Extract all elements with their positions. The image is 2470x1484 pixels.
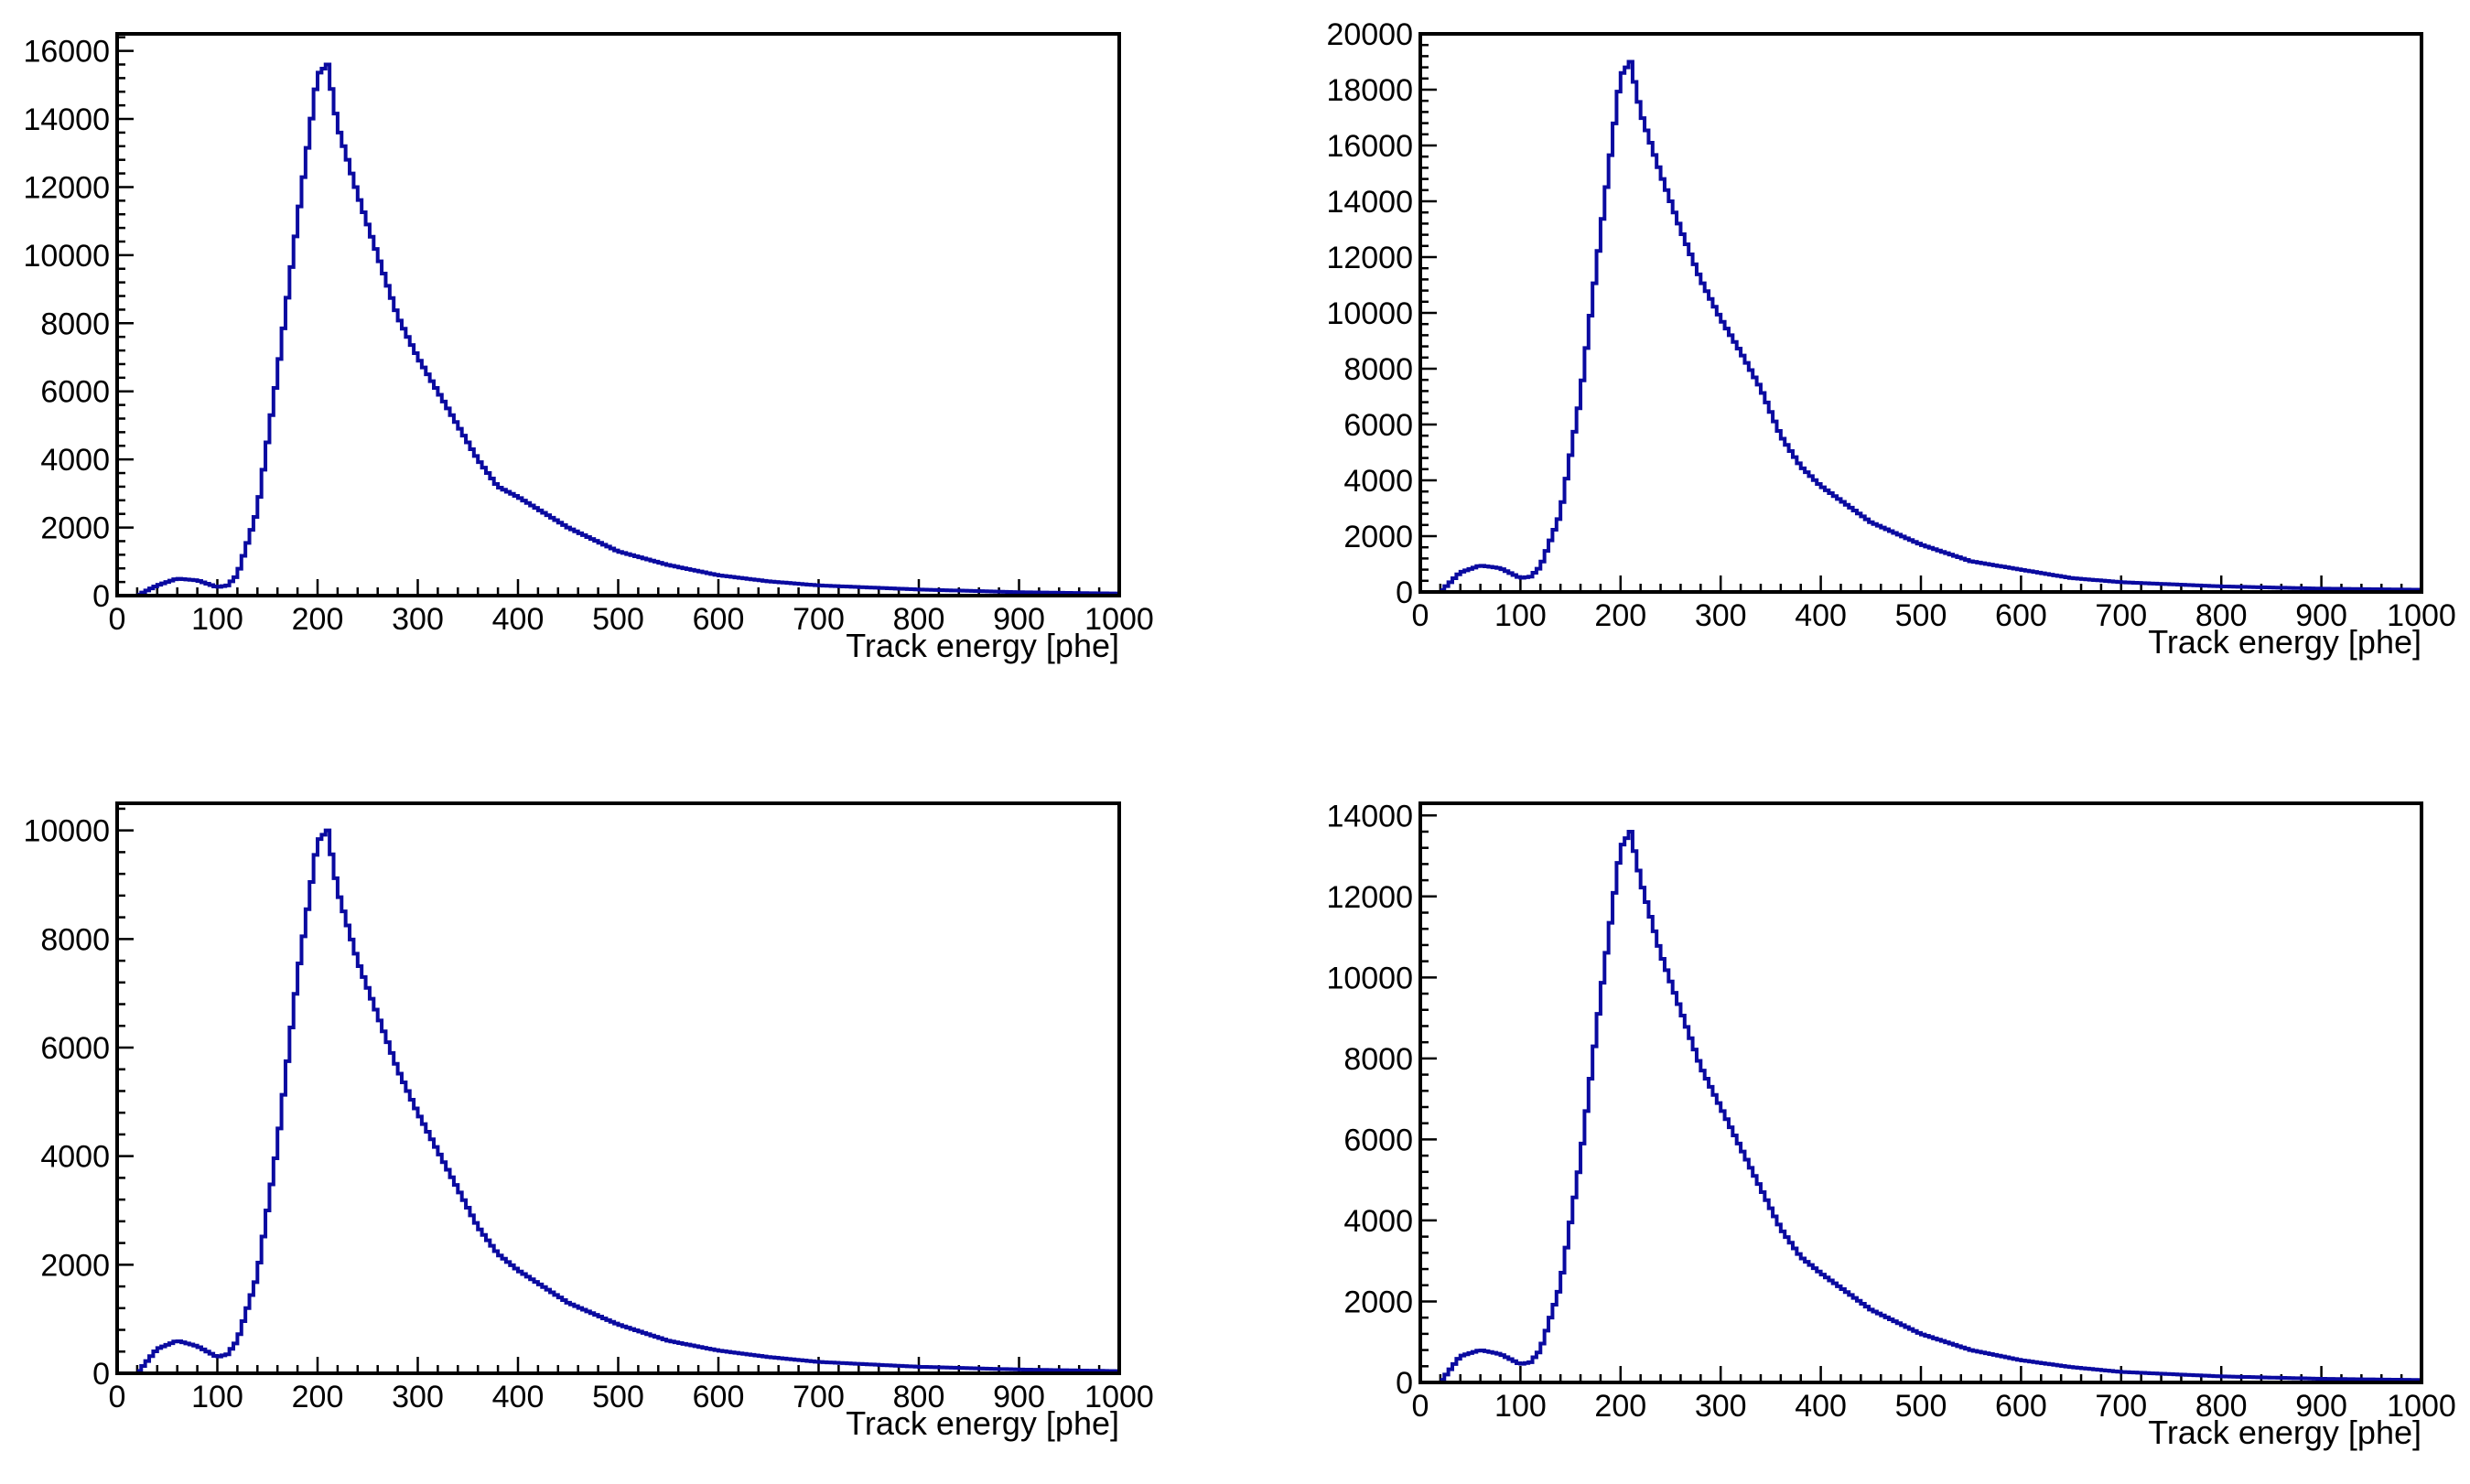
x-tick-label: 900 [2295,1389,2347,1424]
y-tick-label: 2000 [40,1248,110,1283]
y-tick-label: 6000 [40,1031,110,1066]
x-tick-label: 800 [893,602,945,637]
y-tick-label: 0 [92,1357,110,1392]
y-tick-label: 8000 [1343,352,1413,387]
x-tick-label: 300 [1695,1389,1747,1424]
y-tick-label: 12000 [1326,241,1413,275]
x-tick-label: 800 [2195,598,2248,633]
x-tick-label: 1000 [1084,1380,1154,1414]
x-tick-label: 1000 [2387,598,2456,633]
x-tick-label: 1000 [1084,602,1154,637]
y-tick-label: 10000 [1326,296,1413,331]
x-tick-label: 200 [1594,598,1646,633]
y-tick-label: 6000 [1343,408,1413,443]
x-tick-label: 400 [492,602,545,637]
y-tick-label: 16000 [1326,129,1413,164]
x-tick-label: 600 [1995,1389,2047,1424]
y-tick-label: 8000 [1343,1042,1413,1077]
y-tick-label: 0 [1396,575,1413,610]
x-tick-label: 0 [1412,598,1429,633]
x-tick-label: 100 [191,602,243,637]
y-tick-label: 14000 [1326,185,1413,220]
y-tick-label: 4000 [40,1140,110,1175]
y-tick-label: 0 [92,579,110,614]
y-tick-label: 14000 [1326,799,1413,833]
x-tick-label: 600 [693,1380,745,1414]
y-tick-label: 6000 [1343,1123,1413,1157]
y-tick-label: 2000 [40,511,110,546]
x-tick-label: 100 [1494,1389,1547,1424]
x-tick-label: 700 [2095,598,2147,633]
x-tick-label: 600 [1995,598,2047,633]
x-tick-label: 400 [1795,598,1847,633]
x-axis-title: Track energy [phe] [846,1404,1119,1442]
x-tick-label: 300 [392,602,444,637]
y-tick-label: 4000 [1343,464,1413,499]
x-axis-title: Track energy [phe] [2148,1414,2421,1451]
x-tick-label: 900 [993,602,1045,637]
y-tick-label: 14000 [23,102,110,137]
x-tick-label: 400 [492,1380,545,1414]
y-tick-label: 10000 [1326,961,1413,995]
y-tick-label: 0 [1396,1366,1413,1401]
x-axis-title: Track energy [phe] [846,627,1119,664]
histogram-series-line [1440,59,2421,592]
y-tick-label: 12000 [23,170,110,205]
x-tick-label: 900 [993,1380,1045,1414]
y-tick-label: 8000 [40,922,110,957]
chart-panel-bottom-left: 0 100 200 300 400 500 600 700 800 900 1000 0 2000 400… [0,742,1235,1484]
plot-frame [1418,32,2423,594]
plot-frame [115,32,1121,597]
histogram-series-line [136,62,1119,597]
y-tick-label: 4000 [40,443,110,478]
x-tick-label: 500 [592,602,644,637]
x-tick-label: 400 [1795,1389,1847,1424]
x-tick-label: 800 [2195,1389,2248,1424]
x-tick-label: 300 [1695,598,1747,633]
y-tick-label: 16000 [23,35,110,70]
chart-panel-bottom-right: 0 100 200 300 400 500 600 700 800 900 1000 0 2000 400… [1235,742,2470,1484]
x-tick-label: 0 [1412,1389,1429,1424]
x-tick-label: 300 [392,1380,444,1414]
chart-panel-top-left: 0 100 200 300 400 500 600 700 800 900 1000 0 2000 400… [0,0,1235,742]
x-tick-label: 600 [693,602,745,637]
x-tick-label: 0 [109,1380,126,1414]
chart-panel-top-right: 0 100 200 300 400 500 600 700 800 900 1000 0 2000 400… [1235,0,2470,742]
y-tick-label: 18000 [1326,73,1413,108]
y-tick-label: 10000 [23,814,110,849]
histogram-series-line [136,828,1119,1373]
y-tick-label: 8000 [40,306,110,341]
histogram-series-line [1440,829,2421,1382]
x-tick-label: 800 [893,1380,945,1414]
x-tick-label: 0 [109,602,126,637]
histogram-chart: 0 100 200 300 400 500 600 700 800 900 100002000400… [1326,17,2456,661]
x-axis-title: Track energy [phe] [2148,623,2421,661]
y-tick-label: 20000 [1326,17,1413,52]
y-tick-label: 4000 [1343,1204,1413,1239]
y-tick-label: 2000 [1343,1285,1413,1319]
x-tick-label: 700 [793,602,845,637]
histogram-chart: 0 100 200 300 400 500 600 700 800 900 100002000400… [23,801,1154,1442]
x-tick-label: 700 [2095,1389,2147,1424]
y-tick-label: 2000 [1343,520,1413,554]
x-tick-label: 500 [1895,1389,1947,1424]
x-tick-label: 500 [1895,598,1947,633]
x-tick-label: 100 [191,1380,243,1414]
x-tick-label: 200 [292,1380,344,1414]
plot-frame [1418,801,2423,1384]
x-tick-label: 200 [292,602,344,637]
x-tick-label: 900 [2295,598,2347,633]
y-tick-label: 6000 [40,375,110,410]
histogram-chart: 0 100 200 300 400 500 600 700 800 900 100002000400… [1326,799,2456,1451]
x-tick-label: 700 [793,1380,845,1414]
histogram-chart: 0 100 200 300 400 500 600 700 800 900 100002000400… [23,32,1154,664]
x-tick-label: 100 [1494,598,1547,633]
plot-frame [115,801,1121,1375]
x-tick-label: 200 [1594,1389,1646,1424]
x-tick-label: 500 [592,1380,644,1414]
y-tick-label: 12000 [1326,880,1413,915]
y-tick-label: 10000 [23,239,110,274]
x-tick-label: 1000 [2387,1389,2456,1424]
